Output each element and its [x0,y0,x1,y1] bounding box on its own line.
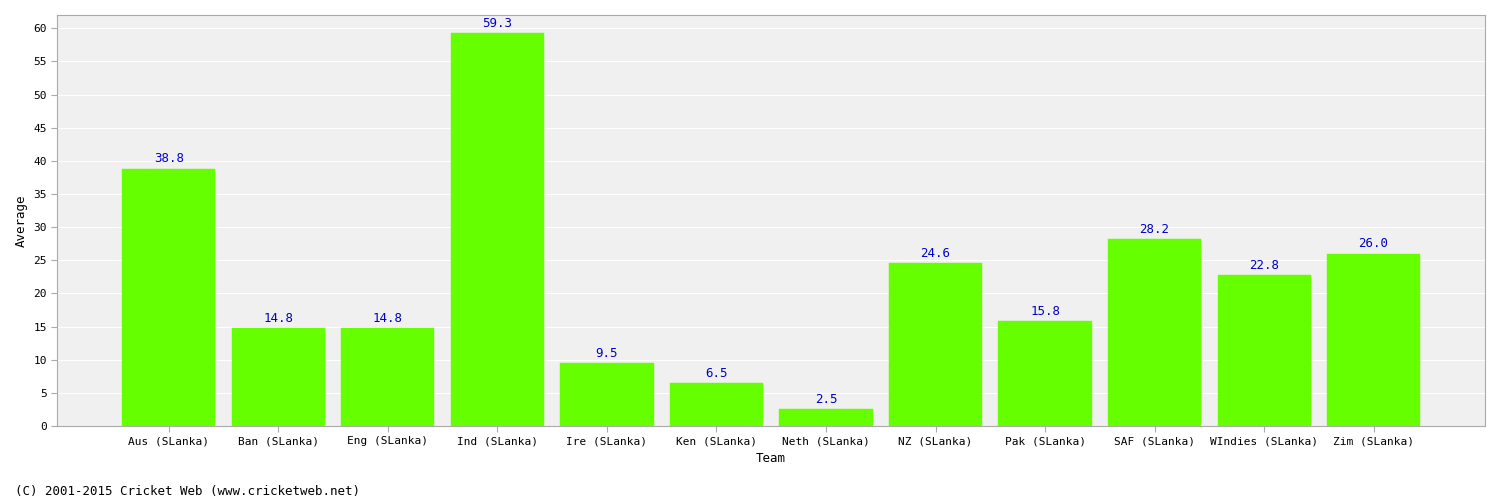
Text: 9.5: 9.5 [596,346,618,360]
Text: 15.8: 15.8 [1030,305,1060,318]
Text: (C) 2001-2015 Cricket Web (www.cricketweb.net): (C) 2001-2015 Cricket Web (www.cricketwe… [15,485,360,498]
Text: 6.5: 6.5 [705,366,728,380]
Bar [1218,275,1311,426]
Bar [670,383,764,426]
Text: 26.0: 26.0 [1359,238,1389,250]
Bar [1108,239,1202,426]
Bar [1328,254,1420,426]
Text: 22.8: 22.8 [1250,258,1280,272]
Text: 38.8: 38.8 [154,152,184,166]
Bar [123,169,216,426]
Text: 24.6: 24.6 [921,246,951,260]
Bar [780,410,873,426]
Text: 28.2: 28.2 [1140,223,1170,236]
Text: 14.8: 14.8 [264,312,294,324]
Y-axis label: Average: Average [15,194,28,247]
Bar [999,322,1092,426]
Bar [232,328,326,426]
Text: 59.3: 59.3 [483,16,513,30]
X-axis label: Team: Team [756,452,786,465]
Text: 14.8: 14.8 [374,312,404,324]
Text: 2.5: 2.5 [815,393,837,406]
Bar [452,33,544,426]
Bar [342,328,435,426]
Bar [890,263,983,426]
Bar [561,363,654,426]
